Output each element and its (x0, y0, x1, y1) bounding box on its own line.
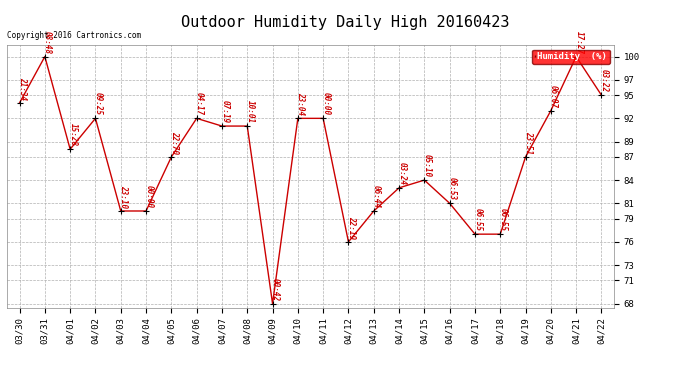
Text: Outdoor Humidity Daily High 20160423: Outdoor Humidity Daily High 20160423 (181, 15, 509, 30)
Text: 10:01: 10:01 (246, 100, 255, 123)
Text: 06:55: 06:55 (473, 208, 482, 231)
Text: 23:51: 23:51 (524, 131, 533, 154)
Text: 22:19: 22:19 (347, 216, 356, 239)
Text: 00:00: 00:00 (322, 93, 331, 116)
Text: 08:48: 08:48 (43, 31, 52, 54)
Text: 04:17: 04:17 (195, 93, 204, 116)
Text: Copyright 2016 Cartronics.com: Copyright 2016 Cartronics.com (7, 31, 141, 40)
Text: 05:10: 05:10 (423, 154, 432, 177)
Text: 00:42: 00:42 (271, 278, 280, 301)
Text: 21:34: 21:34 (18, 77, 27, 100)
Text: 07:19: 07:19 (220, 100, 229, 123)
Text: 06:53: 06:53 (448, 177, 457, 201)
Text: 09:25: 09:25 (94, 93, 103, 116)
Text: 03:22: 03:22 (600, 69, 609, 92)
Legend: Humidity  (%): Humidity (%) (533, 50, 609, 64)
Text: 23:04: 23:04 (296, 93, 305, 116)
Text: 22:70: 22:70 (170, 131, 179, 154)
Text: 17:27: 17:27 (575, 31, 584, 54)
Text: 15:28: 15:28 (68, 123, 77, 147)
Text: 06:55: 06:55 (499, 208, 508, 231)
Text: 06:07: 06:07 (549, 85, 558, 108)
Text: 06:44: 06:44 (372, 185, 381, 208)
Text: 00:00: 00:00 (144, 185, 153, 208)
Text: 03:24: 03:24 (397, 162, 406, 185)
Text: 23:10: 23:10 (119, 185, 128, 208)
